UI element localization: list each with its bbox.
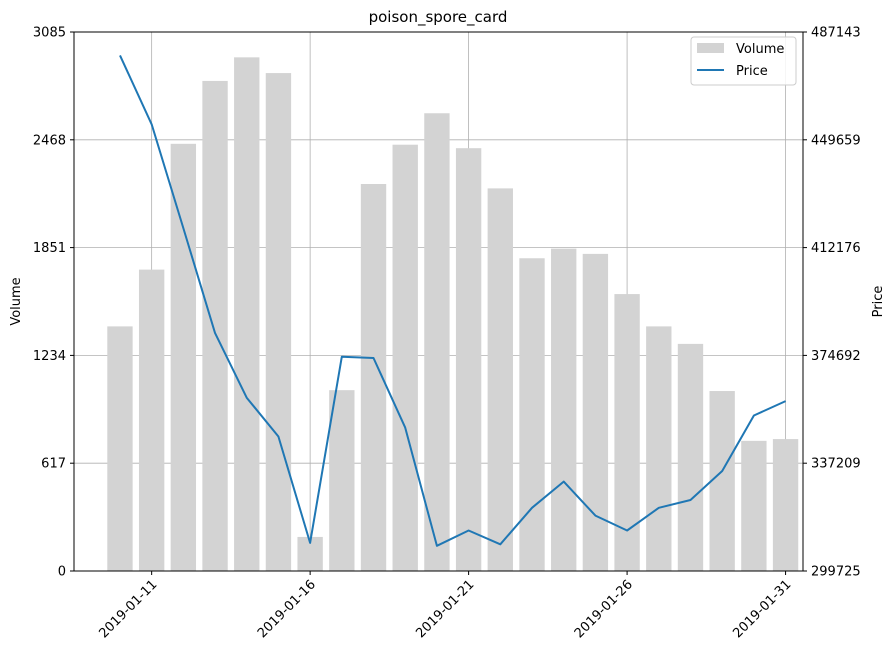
- y-tick-label-left: 617: [41, 457, 66, 472]
- y-tick-label-right: 487143: [811, 26, 861, 41]
- volume-bar: [487, 188, 513, 571]
- y-axis-title-left: Volume: [9, 277, 24, 325]
- y-tick-label-left: 3085: [33, 26, 66, 41]
- volume-bar: [170, 143, 197, 571]
- y-tick-label-left: 1234: [33, 349, 66, 364]
- volume-bar: [424, 113, 450, 572]
- legend-label-price: Price: [736, 64, 768, 79]
- y-axis-title-right: Price: [871, 286, 886, 318]
- price-line: [119, 54, 787, 547]
- y-tick-label-left: 1851: [33, 241, 66, 256]
- volume-bar: [234, 57, 260, 572]
- volume-bar: [741, 440, 767, 571]
- chart-title: poison_spore_card: [369, 8, 508, 27]
- volume-bar: [107, 326, 133, 571]
- y-tick-label-right: 299725: [811, 565, 861, 580]
- y-tick-label-right: 412176: [811, 241, 861, 256]
- volume-bar: [455, 148, 482, 571]
- plot-frame: [73, 31, 804, 572]
- y-tick-label-right: 374692: [811, 349, 861, 364]
- legend: Volume Price: [690, 36, 797, 86]
- volume-bar: [551, 248, 577, 571]
- right-axis: 299725 337209 374692 412176 449659 487143: [803, 26, 861, 580]
- y-tick-label-right: 337209: [811, 457, 861, 472]
- volume-bar: [392, 144, 418, 571]
- y-tick-label-right: 449659: [811, 133, 861, 148]
- y-tick-label-left: 2468: [33, 133, 66, 148]
- volume-bar: [265, 73, 292, 571]
- legend-swatch-volume: [697, 43, 724, 53]
- left-axis: 0 617 1234 1851 2468 3085: [33, 26, 74, 580]
- volume-bar: [202, 80, 228, 571]
- volume-bar: [709, 391, 735, 571]
- volume-bar: [582, 253, 609, 572]
- volume-bar: [329, 390, 355, 571]
- volume-bar: [646, 326, 672, 571]
- volume-bar: [772, 439, 799, 571]
- price-line-layer: [119, 54, 787, 547]
- volume-bar: [138, 269, 165, 571]
- legend-label-volume: Volume: [736, 42, 784, 57]
- volume-bars: [107, 57, 799, 572]
- volume-bar: [519, 258, 545, 571]
- volume-bar: [677, 343, 704, 571]
- y-tick-label-left: 0: [58, 565, 66, 580]
